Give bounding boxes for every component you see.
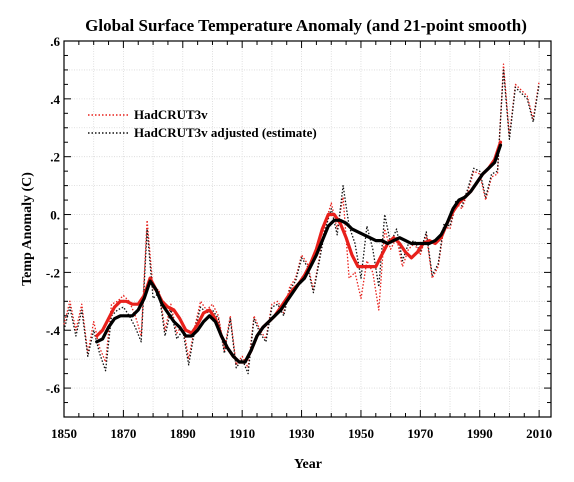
series-layer (63, 63, 540, 375)
y-tick-label: 0. (50, 208, 60, 223)
legend-label-hadcrut3v-adjusted: HadCRUT3v adjusted (estimate) (134, 125, 317, 140)
x-tick-label: 1870 (110, 426, 136, 441)
x-tick-label: 2010 (526, 426, 552, 441)
smooth-hadcrut3v-adjusted (95, 143, 503, 364)
y-tick-label: .2 (50, 150, 60, 165)
tick-labels: 1850 1870 1890 1910 1930 1950 1970 1990 2010 .6 .4… (46, 34, 552, 441)
x-tick-label: 1930 (289, 426, 315, 441)
smooth-hadcrut3v (95, 140, 503, 364)
x-tick-label: 1990 (467, 426, 493, 441)
chart-title: Global Surface Temperature Anomaly (and … (85, 16, 527, 35)
x-axis-label: Year (294, 457, 322, 472)
x-tick-label: 1850 (51, 426, 77, 441)
axis-ticks (63, 40, 551, 418)
legend: HadCRUT3v HadCRUT3v adjusted (estimate) (88, 107, 317, 140)
x-tick-label: 1890 (170, 426, 196, 441)
gridlines (64, 41, 551, 417)
x-tick-label: 1950 (348, 426, 374, 441)
x-tick-label: 1970 (407, 426, 433, 441)
y-tick-label: .4 (50, 92, 60, 107)
y-axis-label: Temp Anomaly (C) (20, 172, 35, 286)
x-tick-label: 1910 (229, 426, 255, 441)
y-tick-label: -.6 (46, 381, 61, 396)
plot-frame (63, 40, 552, 418)
y-tick-label: .6 (50, 34, 60, 49)
y-tick-label: -.4 (46, 323, 61, 338)
y-tick-label: -.2 (46, 265, 60, 280)
legend-label-hadcrut3v: HadCRUT3v (134, 107, 208, 122)
